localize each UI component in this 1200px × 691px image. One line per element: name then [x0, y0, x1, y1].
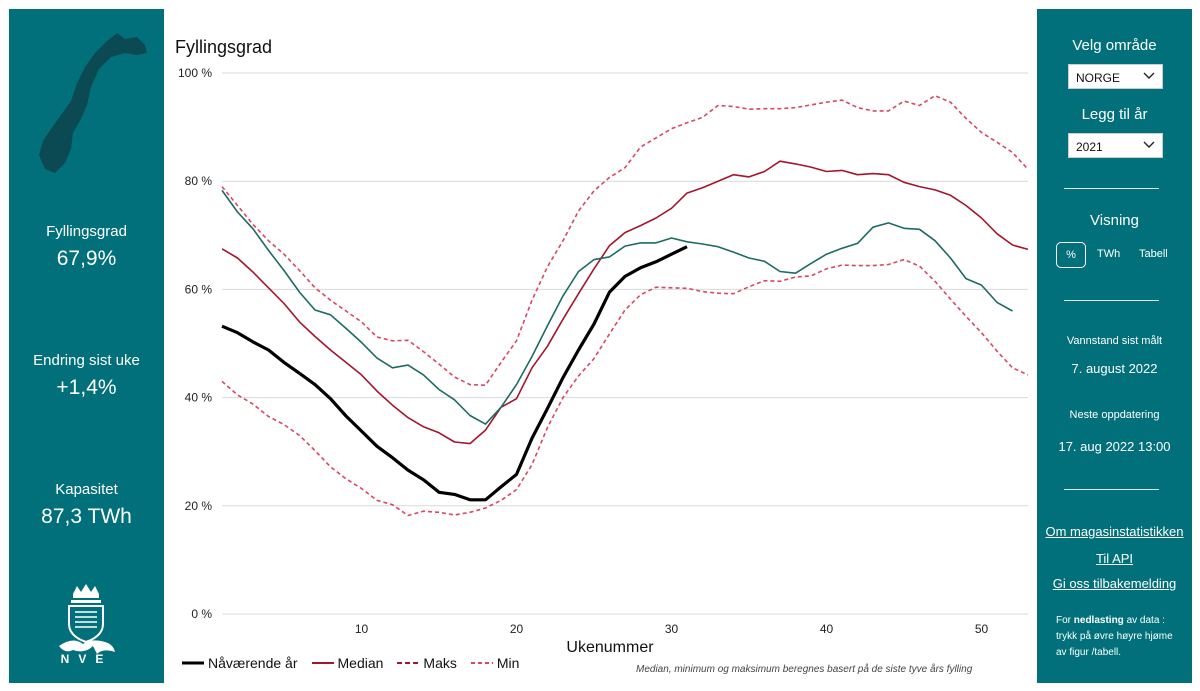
series-line-2021 [221, 189, 1013, 425]
y-tick-label: 80 % [185, 174, 213, 188]
x-tick-label: 10 [355, 622, 369, 635]
divider [1064, 300, 1159, 301]
area-select[interactable]: NORGE [1068, 64, 1163, 89]
year-select-title: Legg til år [1081, 106, 1148, 123]
stat-value: 67,9% [56, 247, 117, 270]
y-tick-label: 100 % [178, 66, 212, 80]
link-about-statistics[interactable]: Om magasinstatistikken [1045, 524, 1184, 539]
legend-item-max[interactable]: Maks [397, 655, 457, 671]
nve-logo-text: NVE [60, 652, 113, 666]
series-line-maks [221, 94, 1029, 387]
stat-label: Kapasitet [55, 481, 118, 498]
legend-item-current[interactable]: Nåværende år [182, 655, 298, 671]
chevron-down-icon [1143, 72, 1155, 79]
left-panel: Fyllingsgrad 67,9% Endring sist uke +1,4… [9, 9, 164, 683]
link-feedback[interactable]: Gi oss tilbakemelding [1052, 576, 1177, 591]
last-measured-value: 7. august 2022 [1071, 361, 1158, 376]
x-tick-label: 30 [665, 622, 679, 635]
next-update-value: 17. aug 2022 13:00 [1058, 439, 1171, 454]
chart-footnote: Median, minimum og maksimum beregnes bas… [636, 664, 973, 675]
note-bold: nedlasting [1073, 615, 1124, 626]
note-suffix: av data : trykk på øvre høyre hjøme av f… [1056, 615, 1173, 658]
legend-swatch-current [182, 661, 204, 665]
stat-weekly-change: Endring sist uke +1,4% [9, 352, 164, 400]
stat-label: Endring sist uke [33, 352, 140, 369]
y-tick-label: 40 % [185, 391, 213, 405]
x-tick-label: 40 [820, 622, 834, 635]
view-toggle-twh[interactable]: TWh [1097, 248, 1121, 260]
x-tick-label: 50 [975, 622, 989, 635]
nve-crest-icon [59, 584, 115, 654]
legend-label: Maks [423, 655, 457, 671]
legend-swatch-median [311, 662, 334, 664]
legend-label: Median [337, 655, 384, 671]
area-select-title: Velg område [1072, 37, 1157, 54]
last-measured-label: Vannstand sist målt [1066, 335, 1163, 347]
legend-swatch-min [470, 662, 493, 664]
norway-map-icon [39, 33, 147, 173]
legend-item-min[interactable]: Min [470, 655, 520, 671]
note-prefix: For [1056, 615, 1074, 626]
stat-fill-level: Fyllingsgrad 67,9% [9, 223, 164, 271]
x-tick-label: 20 [510, 622, 524, 635]
stat-capacity: Kapasitet 87,3 TWh [9, 481, 164, 529]
series-line-min [221, 258, 1029, 517]
legend-swatch-max [397, 662, 420, 664]
area-select-value: NORGE [1076, 71, 1121, 85]
series-line-median [221, 160, 1029, 445]
stat-label: Fyllingsgrad [46, 223, 127, 240]
y-tick-label: 0 % [191, 607, 212, 621]
next-update-label: Neste oppdatering [1069, 409, 1160, 421]
stat-value: +1,4% [56, 376, 117, 399]
series-line-nåværende-år [221, 245, 688, 502]
chevron-down-icon [1143, 141, 1155, 148]
view-toggle-table[interactable]: Tabell [1139, 248, 1168, 260]
x-axis-label: Ukenummer [566, 639, 654, 656]
view-toggle-percent[interactable]: % [1056, 242, 1086, 268]
legend-item-median[interactable]: Median [311, 655, 384, 671]
fill-level-chart: 0 % 20 % 40 % 60 % 80 % 100 % 10 20 30 40 50 [178, 66, 1029, 635]
divider [1064, 489, 1159, 490]
legend-label: Nåværende år [208, 655, 298, 671]
chart-title: Fyllingsgrad [175, 37, 273, 57]
year-select[interactable]: 2021 [1068, 133, 1163, 158]
year-select-value: 2021 [1076, 140, 1103, 154]
view-title: Visning [1090, 212, 1139, 229]
chart-legend: Nåværende år Median Maks Min [182, 655, 533, 671]
link-api[interactable]: Til API [1095, 551, 1134, 566]
download-note: For nedlasting av data : trykk på øvre h… [1056, 613, 1176, 661]
right-panel: Velg område NORGE Legg til år 2021 Visni… [1037, 9, 1192, 683]
divider [1064, 188, 1159, 189]
legend-label: Min [496, 655, 520, 671]
y-tick-label: 60 % [185, 282, 213, 296]
y-tick-label: 20 % [185, 499, 213, 513]
stat-value: 87,3 TWh [41, 505, 132, 528]
